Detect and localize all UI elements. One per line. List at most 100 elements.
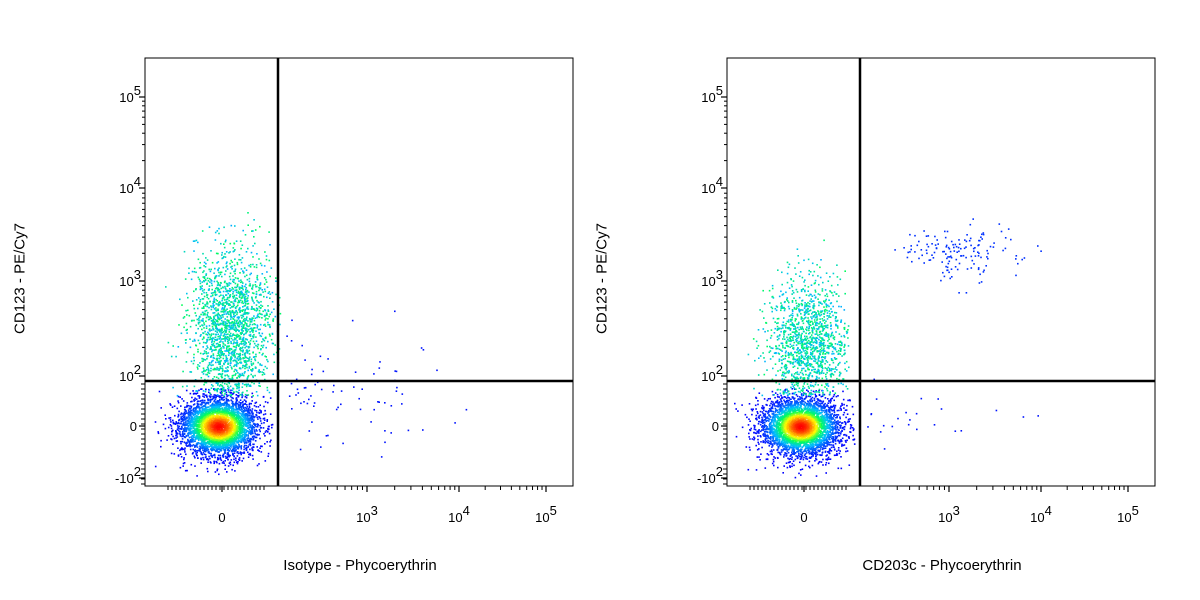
event-point xyxy=(192,407,195,410)
event-point xyxy=(237,410,240,413)
event-point xyxy=(181,426,183,429)
event-point xyxy=(214,431,216,434)
event-point xyxy=(204,342,207,344)
event-point xyxy=(236,344,239,346)
event-point xyxy=(206,313,208,316)
event-point xyxy=(244,413,247,415)
event-point xyxy=(183,435,186,438)
event-point xyxy=(213,388,215,390)
event-point xyxy=(190,410,192,412)
event-point xyxy=(237,356,240,358)
event-point xyxy=(253,426,255,429)
event-point xyxy=(231,407,233,409)
event-point xyxy=(192,441,194,443)
event-point xyxy=(237,441,239,444)
event-point xyxy=(237,415,240,418)
event-point xyxy=(241,327,244,329)
event-point xyxy=(218,439,220,441)
event-point xyxy=(170,421,172,423)
event-point xyxy=(216,284,219,286)
event-point xyxy=(233,426,235,429)
event-point xyxy=(210,445,212,448)
event-point xyxy=(237,353,240,355)
event-point xyxy=(196,392,199,394)
event-point xyxy=(226,298,229,300)
event-point xyxy=(245,287,248,289)
event-point xyxy=(244,406,247,409)
event-point xyxy=(232,288,234,290)
event-point xyxy=(231,378,234,380)
event-point xyxy=(251,230,253,232)
event-point xyxy=(218,410,220,412)
event-point xyxy=(212,447,215,449)
event-point xyxy=(233,391,235,393)
event-point xyxy=(232,419,235,422)
event-point xyxy=(247,407,250,410)
event-point xyxy=(218,341,221,343)
event-point xyxy=(264,290,267,293)
event-point xyxy=(212,429,215,432)
event-point xyxy=(229,360,232,362)
event-point xyxy=(220,439,222,441)
event-point xyxy=(217,335,219,338)
event-point xyxy=(204,450,207,453)
event-point xyxy=(250,402,252,405)
event-point xyxy=(260,445,262,447)
event-point xyxy=(228,382,231,385)
event-point xyxy=(233,415,236,418)
event-point xyxy=(243,434,246,437)
event-point xyxy=(216,416,219,419)
event-point xyxy=(209,401,211,403)
event-point xyxy=(191,434,194,437)
event-point xyxy=(212,414,215,417)
event-point xyxy=(238,431,241,434)
event-point xyxy=(195,393,197,395)
event-point xyxy=(254,242,256,245)
event-point xyxy=(204,426,206,429)
event-point xyxy=(203,280,206,283)
event-point xyxy=(196,405,199,407)
event-point xyxy=(177,401,180,404)
event-point xyxy=(239,393,241,396)
event-point xyxy=(244,435,246,438)
event-point xyxy=(196,400,199,403)
event-point xyxy=(223,299,226,301)
event-point xyxy=(204,330,206,333)
event-point xyxy=(206,340,208,343)
event-point xyxy=(214,287,217,290)
event-point xyxy=(160,439,162,442)
event-point xyxy=(222,302,224,305)
event-point xyxy=(214,450,217,452)
event-point xyxy=(248,384,251,387)
event-point xyxy=(202,431,205,434)
event-point xyxy=(210,424,213,427)
event-point xyxy=(182,413,184,415)
event-point xyxy=(170,355,173,358)
event-point xyxy=(206,419,209,422)
event-point xyxy=(231,393,234,395)
event-point xyxy=(267,292,270,294)
event-point xyxy=(226,411,228,413)
event-point xyxy=(235,363,238,365)
event-point xyxy=(215,434,218,437)
event-point xyxy=(250,433,252,436)
event-point xyxy=(239,336,242,338)
event-point xyxy=(249,417,252,419)
event-point xyxy=(225,347,228,350)
event-point xyxy=(215,361,217,364)
event-point xyxy=(181,427,183,430)
event-point xyxy=(222,429,224,432)
event-point xyxy=(205,325,208,327)
event-point xyxy=(240,410,243,413)
event-point xyxy=(232,416,234,419)
event-point xyxy=(227,345,230,348)
event-point xyxy=(189,439,192,441)
event-point xyxy=(222,345,225,348)
event-point xyxy=(242,338,245,341)
event-point xyxy=(256,434,259,436)
event-point xyxy=(205,424,207,427)
event-point xyxy=(200,414,203,417)
event-point xyxy=(233,425,236,428)
event-point xyxy=(253,382,255,385)
event-point xyxy=(226,430,228,433)
